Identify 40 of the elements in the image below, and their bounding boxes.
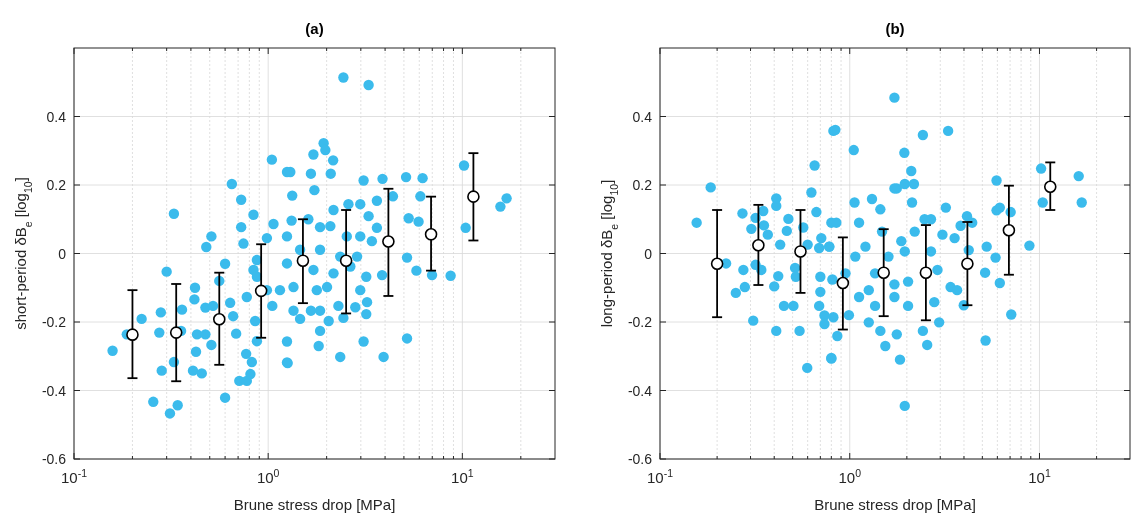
point	[919, 266, 933, 279]
point	[1043, 180, 1057, 194]
point	[169, 326, 183, 339]
y-tick-label: 0.2	[46, 177, 67, 193]
point	[339, 254, 353, 267]
point	[877, 266, 890, 279]
y-tick-label: 0.4	[46, 108, 67, 125]
y-tick-label: -0.4	[627, 382, 653, 399]
point	[424, 228, 438, 241]
y-tick-label: -0.4	[41, 382, 67, 399]
y-tick-label: 0	[644, 245, 653, 262]
y-tick-label: -0.2	[627, 314, 653, 330]
point	[1002, 223, 1016, 237]
point	[752, 238, 765, 252]
point	[710, 257, 724, 271]
x-tick-label: 10$^{0}$	[838, 467, 862, 486]
x-tick-label: 10$^{1}$	[451, 467, 474, 486]
y-tick-label: 0	[58, 245, 67, 262]
x-axis-title: Brune stress drop [MPa]	[233, 496, 396, 513]
x-tick-label: 10$^{-1}$	[646, 467, 674, 486]
y-tick-label: -0.2	[41, 314, 67, 330]
point	[296, 254, 310, 267]
x-axis-title: Brune stress drop [MPa]	[814, 496, 976, 513]
x-tick-label: 10$^{-1}$	[60, 467, 88, 486]
point	[794, 245, 807, 258]
point	[254, 284, 268, 298]
chart-title: (a)	[305, 20, 324, 37]
point	[212, 312, 226, 326]
y-tick-label: -0.6	[41, 451, 67, 467]
y-tick-label: -0.6	[627, 451, 653, 467]
point	[382, 235, 395, 248]
point	[126, 328, 139, 341]
y-tick-label: 0.2	[632, 177, 653, 193]
chart-title: (b)	[885, 20, 905, 37]
x-tick-label: 10$^{0}$	[256, 467, 280, 486]
x-tick-label: 10$^{1}$	[1028, 467, 1051, 486]
point	[467, 190, 480, 203]
point	[961, 257, 974, 271]
point	[836, 276, 850, 290]
y-tick-label: 0.4	[632, 108, 653, 125]
